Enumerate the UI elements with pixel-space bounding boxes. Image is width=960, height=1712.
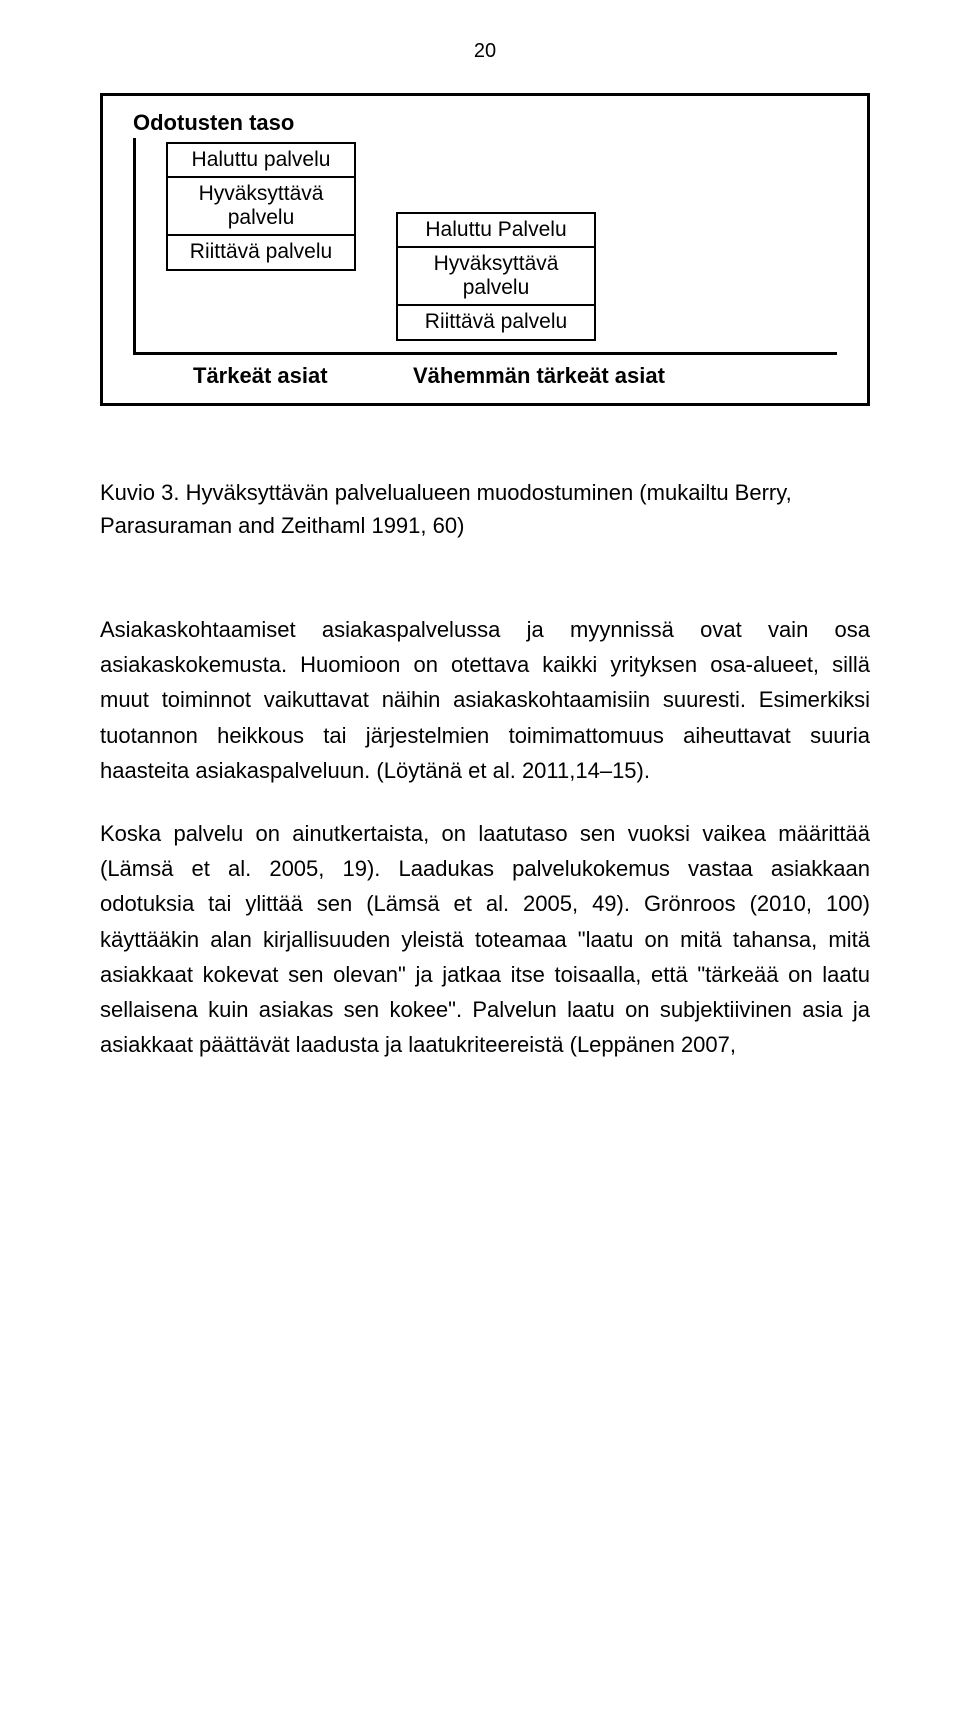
diagram-plot: Haluttu palvelu Hyväksyttävä palvelu Rii… [136,142,837,355]
x-label-left: Tärkeät asiat [193,363,413,389]
stack-cell: Riittävä palvelu [166,236,356,270]
body-text: Asiakaskohtaamiset asiakaspalvelussa ja … [100,612,870,1062]
document-page: 20 Odotusten taso Haluttu palvelu Hyväks… [0,0,960,1712]
left-stack: Haluttu palvelu Hyväksyttävä palvelu Rii… [166,142,356,271]
stack-cell: Haluttu Palvelu [396,212,596,248]
x-label-right: Vähemmän tärkeät asiat [413,363,837,389]
stack-cell: Hyväksyttävä palvelu [166,178,356,236]
diagram-frame: Odotusten taso Haluttu palvelu Hyväksytt… [100,93,870,406]
diagram-axes: Haluttu palvelu Hyväksyttävä palvelu Rii… [133,142,837,355]
stack-cell: Haluttu palvelu [166,142,356,178]
page-number: 20 [100,40,870,63]
x-axis-labels: Tärkeät asiat Vähemmän tärkeät asiat [133,363,837,389]
x-axis [136,352,837,355]
figure-caption: Kuvio 3. Hyväksyttävän palvelualueen muo… [100,476,870,542]
stack-cell: Hyväksyttävä palvelu [396,248,596,306]
diagram-body: Haluttu palvelu Hyväksyttävä palvelu Rii… [136,142,837,352]
paragraph: Asiakaskohtaamiset asiakaspalvelussa ja … [100,612,870,788]
stack-cell: Riittävä palvelu [396,306,596,340]
paragraph: Koska palvelu on ainutkertaista, on laat… [100,816,870,1062]
diagram-title: Odotusten taso [133,110,837,136]
right-stack: Haluttu Palvelu Hyväksyttävä palvelu Rii… [396,212,596,341]
